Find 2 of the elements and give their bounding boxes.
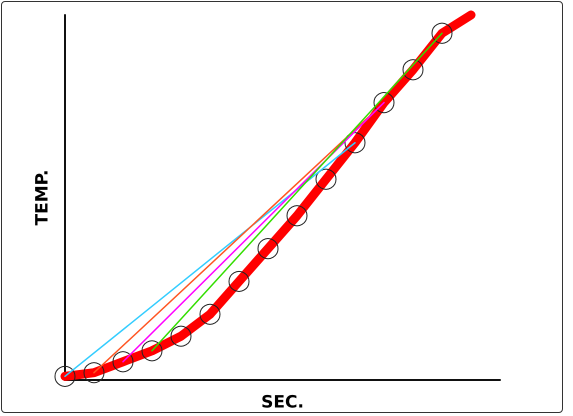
x-axis-title: SEC. [261,392,304,412]
y-axis-title: TEMP. [32,170,52,226]
